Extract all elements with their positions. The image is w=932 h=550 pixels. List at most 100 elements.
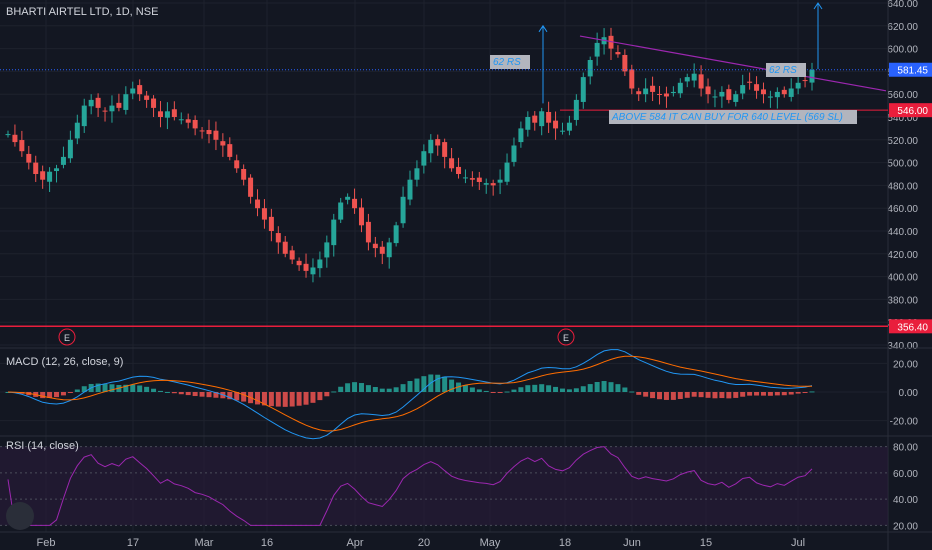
candle-body [525,117,531,130]
macd-tick-label: -20.00 [890,417,919,428]
macd-histogram-bar [594,381,600,392]
macd-histogram-bar [137,385,143,392]
macd-histogram-bar [324,392,330,397]
candle-body [462,177,468,179]
macd-histogram-bar [157,390,163,392]
macd-histogram-bar [421,376,427,392]
macd-histogram-bar [67,392,73,393]
candle-body [400,196,406,224]
macd-histogram-bar [199,392,205,397]
candle-body [241,168,247,180]
candle-body [781,89,787,95]
macd-histogram-bar [386,388,392,392]
macd-histogram-bar [206,392,212,398]
candle-body [490,183,496,186]
candle-body [421,151,427,166]
macd-histogram-bar [130,384,136,392]
macd-histogram-bar [559,388,565,392]
candle-body [171,109,177,117]
candle-body [185,119,191,123]
candle-body [719,91,725,97]
candle-body [365,221,371,243]
macd-histogram-bar [760,392,766,396]
macd-histogram-bar [164,391,170,393]
candle-body [74,122,80,139]
macd-histogram-bar [303,392,309,405]
price-label-356-bg [889,319,932,334]
earnings-marker-icon [557,328,575,346]
candle-body [754,84,760,91]
x-tick-label: 18 [559,537,571,549]
y-tick-label: 520.00 [887,136,918,147]
y-tick-label: 480.00 [887,181,918,192]
macd-tick-label: 0.00 [899,388,919,399]
x-tick-label: Jul [791,537,805,549]
tradingview-logo-icon[interactable] [6,502,34,530]
macd-histogram-bar [289,392,295,407]
macd-histogram-bar [573,388,579,392]
macd-histogram-bar [636,392,642,395]
candle-body [629,69,635,89]
rsi-line [7,446,813,526]
candle-body [123,94,129,110]
macd-histogram-bar [171,392,177,394]
candle-body [643,88,649,95]
candle-body [116,102,122,108]
macd-tick-label: 20.00 [893,359,918,370]
candle-body [518,128,524,143]
macd-histogram-bar [449,379,455,392]
target-arrow-2-head [813,2,823,10]
y-tick-label: 460.00 [887,204,918,215]
candle-body [532,115,538,123]
macd-histogram-bar [372,387,378,392]
candle-body [469,178,475,180]
macd-histogram-bar [774,392,780,396]
candle-body [760,89,766,95]
macd-histogram-bar [719,392,725,399]
candle-body [539,111,545,127]
x-tick-label: Jun [623,537,641,549]
candle-body [157,111,163,117]
macd-histogram-bar [698,392,704,398]
candle-body [733,94,739,102]
candle-body [650,85,656,92]
candle-body [60,156,66,165]
candle-body [663,93,669,97]
x-tick-label: May [480,537,501,549]
macd-histogram-bar [109,384,115,392]
candle-body [802,80,808,82]
macd-histogram-bar [705,392,711,398]
x-tick-label: Apr [346,537,363,549]
y-tick-label: 340.00 [887,341,918,352]
macd-histogram-bar [435,374,441,392]
candle-body [345,196,351,200]
macd-histogram-bar [539,384,545,392]
macd-histogram-bar [670,392,676,400]
macd-histogram-bar [345,383,351,392]
macd-histogram-bar [781,392,787,396]
candle-body [428,139,434,154]
macd-histogram-bar [553,386,559,392]
candle-body [338,202,344,220]
macd-histogram-bar [587,384,593,392]
macd-histogram-bar [241,392,247,402]
candle-body [705,86,711,95]
candle-body [615,52,621,55]
macd-histogram-bar [442,376,448,392]
candle-body [435,139,441,146]
macd-histogram-bar [525,385,531,392]
price-label-current: 581.45 [897,66,928,77]
macd-histogram-bar [102,384,108,392]
candle-body [553,120,559,129]
macd-histogram-bar [504,391,510,393]
macd-histogram-bar [275,392,281,407]
macd-histogram-bar [809,391,815,393]
rsi-tick-label: 60.00 [893,469,918,480]
macd-histogram-bar [338,386,344,392]
macd-histogram-bar [622,387,628,392]
macd-histogram-bar [60,392,66,396]
y-tick-label: 640.00 [887,0,918,10]
macd-histogram-bar [650,392,656,399]
candle-body [594,42,600,57]
